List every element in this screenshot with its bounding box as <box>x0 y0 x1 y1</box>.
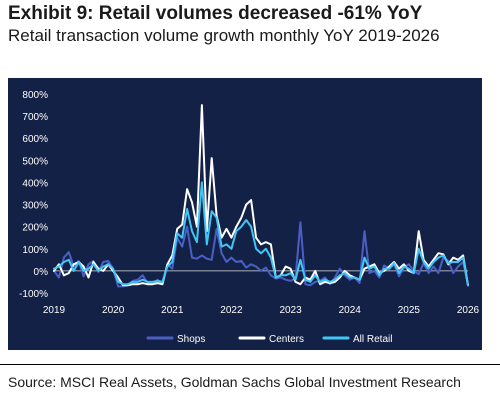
x-tick-label: 2022 <box>220 305 243 316</box>
series-line-all-retail <box>53 181 469 287</box>
y-tick-label: 600% <box>22 134 48 145</box>
y-tick-label: -100% <box>19 289 48 300</box>
x-tick-label: 2019 <box>43 305 66 316</box>
source-note: Source: MSCI Real Assets, Goldman Sachs … <box>8 374 461 390</box>
x-tick-label: 2023 <box>279 305 302 316</box>
legend-label-all-retail: All Retail <box>353 334 392 345</box>
y-tick-label: 500% <box>22 156 48 167</box>
y-tick-label: 800% <box>22 90 48 101</box>
y-tick-label: 300% <box>22 201 48 212</box>
x-tick-label: 2021 <box>161 305 184 316</box>
page-title: Exhibit 9: Retail volumes decreased -61%… <box>8 3 423 24</box>
y-tick-label: 400% <box>22 178 48 189</box>
x-tick-label: 2026 <box>457 305 480 316</box>
y-tick-label: 0% <box>34 267 49 278</box>
series-line-centers <box>53 104 469 287</box>
legend-label-centers: Centers <box>269 334 304 345</box>
x-tick-label: 2024 <box>339 305 362 316</box>
legend-label-shops: Shops <box>177 334 205 345</box>
line-chart: 800% 700% 600% 500% 400% 300% 200% 100% 0% -100% 2… <box>19 90 480 345</box>
y-tick-label: 700% <box>22 112 48 123</box>
y-tick-label: 100% <box>22 245 48 256</box>
series-line-shops <box>53 221 469 288</box>
x-tick-label: 2020 <box>102 305 125 316</box>
y-tick-label: 200% <box>22 223 48 234</box>
chart-panel: 800% 700% 600% 500% 400% 300% 200% 100% 0% -100% 2… <box>8 78 482 350</box>
page-subtitle: Retail transaction volume growth monthly… <box>8 26 440 45</box>
x-tick-label: 2025 <box>398 305 421 316</box>
source-divider <box>0 364 500 365</box>
